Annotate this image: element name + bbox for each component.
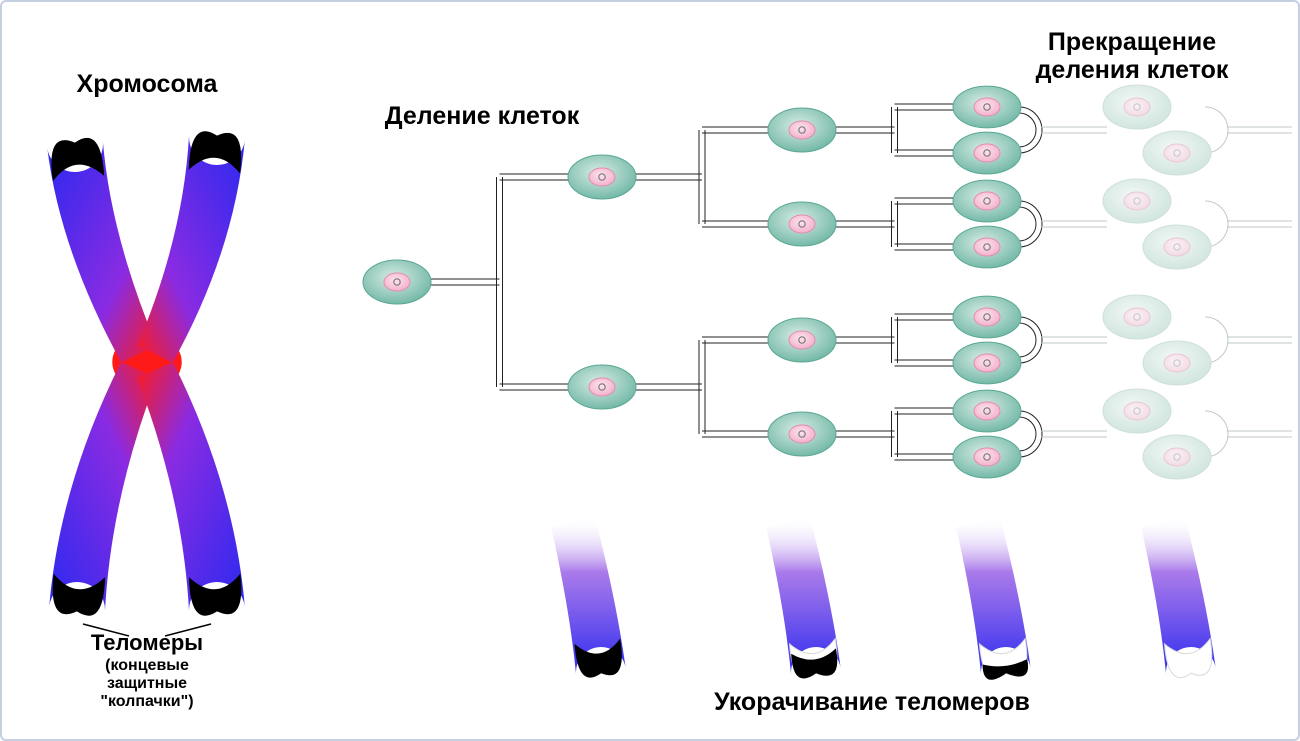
chromosome-figure [47,131,245,636]
cell-nucleus [789,121,815,139]
label-telomere-shortening: Укорачивание теломеров [714,688,1030,716]
cell-nucleus [1164,144,1190,162]
label-chromosome: Хромосома [77,70,219,98]
cell-nucleus [1124,308,1150,326]
cell-nucleus [789,425,815,443]
label-cell-division: Деление клеток [385,102,580,130]
cell-nucleus [974,144,1000,162]
cell-nucleus [1124,98,1150,116]
cell-nucleus [589,168,615,186]
cell-nucleus [589,378,615,396]
cell-nucleus [974,354,1000,372]
label-division-stop: Прекращение [1048,28,1216,56]
cell-nucleus [789,215,815,233]
label-division-stop: деления клеток [1036,56,1229,84]
cell-nucleus [1164,448,1190,466]
diagram-frame: Хромосома Деление клеток Прекращениеделени… [0,0,1300,741]
label-telomeres: Теломеры [91,630,203,655]
cell-nucleus [974,192,1000,210]
cell-nucleus [1124,192,1150,210]
telomere-shortening-row [551,517,1216,680]
cell-nucleus [789,331,815,349]
diagram-svg: Хромосома Деление клеток Прекращениеделени… [2,2,1300,741]
cell-nucleus [1124,402,1150,420]
cell-nucleus [384,273,410,291]
cell-nucleus [974,238,1000,256]
cell-nucleus [1164,238,1190,256]
cell-nucleus [974,402,1000,420]
cell-nucleus [974,98,1000,116]
cell-nucleus [974,308,1000,326]
label-telomeres-sub: защитные [107,675,187,692]
cell-nucleus [974,448,1000,466]
label-telomeres-sub: (концевые [105,657,189,674]
cell-nucleus [1164,354,1190,372]
cell-division-tree [363,85,1292,479]
labels-layer: Хромосома Деление клеток Прекращениеделени… [77,28,1229,716]
label-telomeres-sub: "колпачки") [100,693,193,710]
